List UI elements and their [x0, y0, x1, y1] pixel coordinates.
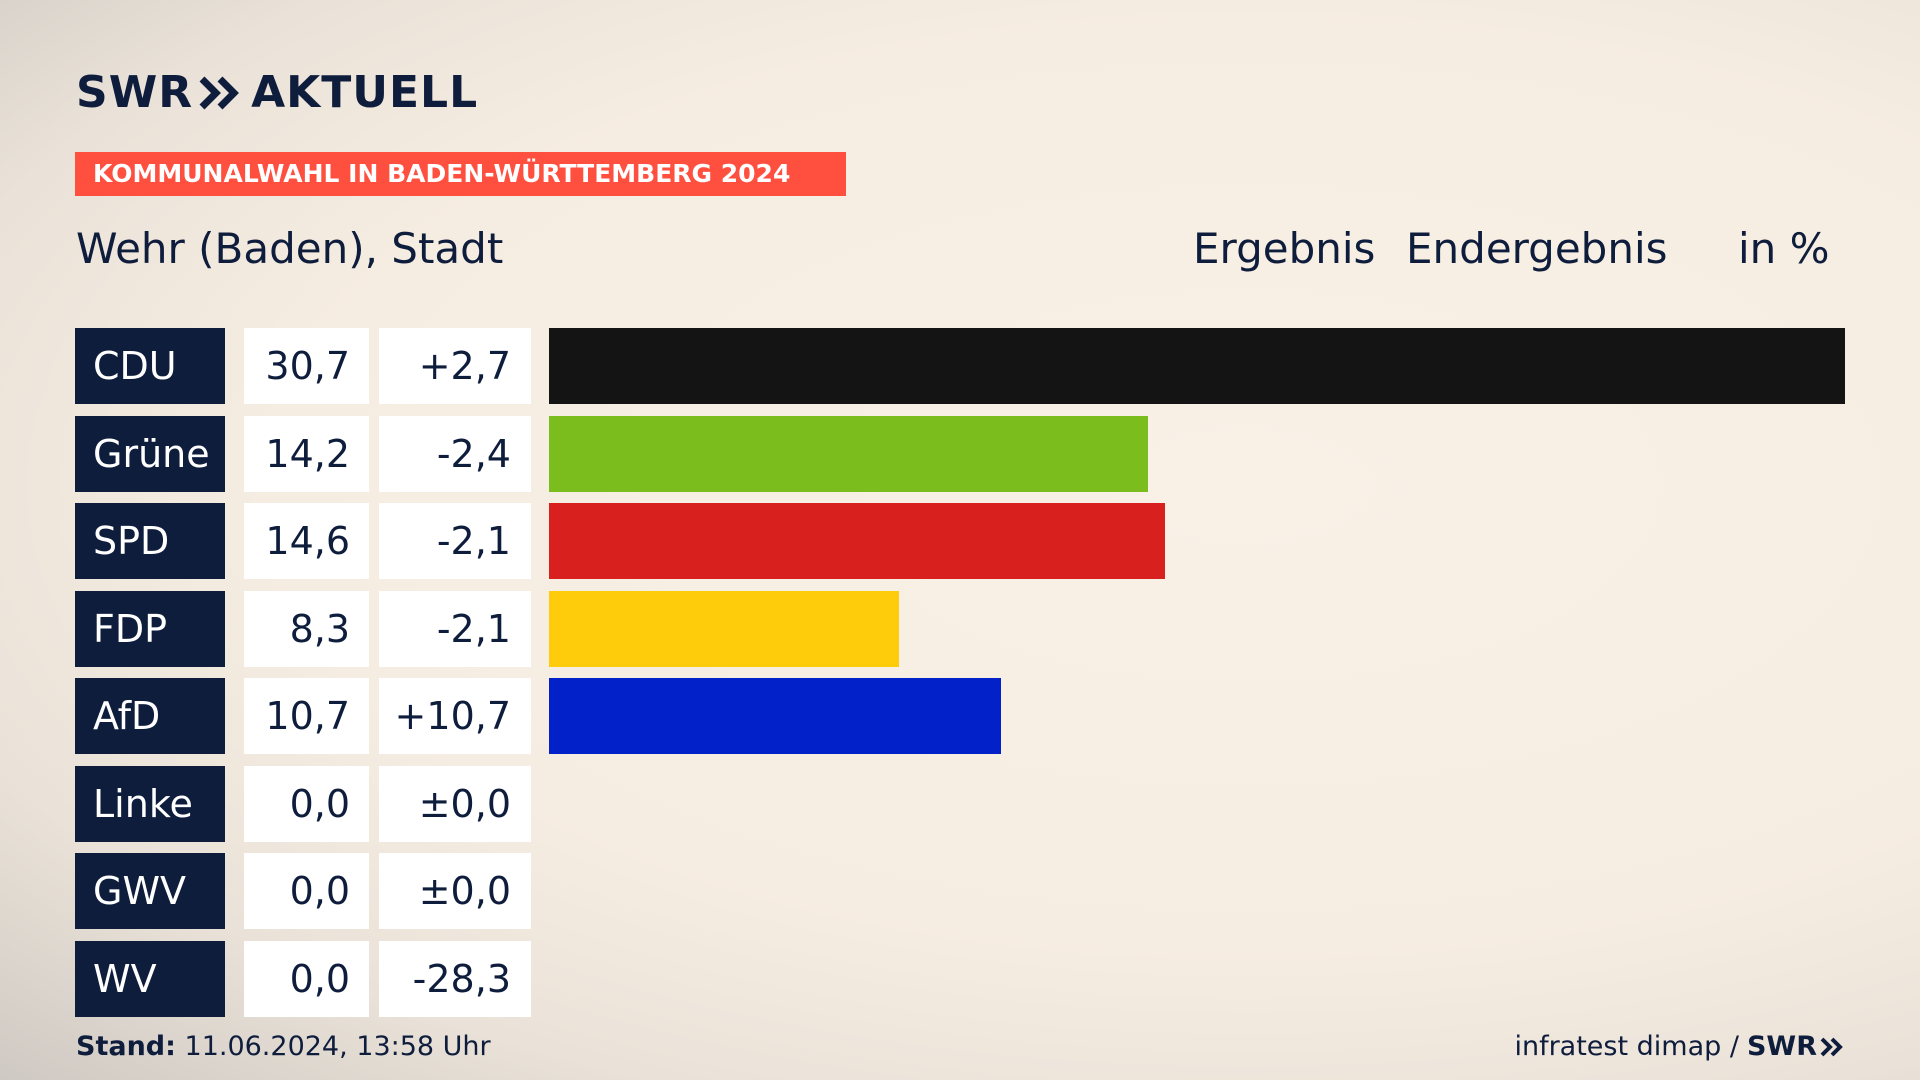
result-value: 30,7 — [244, 328, 369, 404]
change-value: -28,3 — [379, 940, 531, 1017]
election-banner: KOMMUNALWAHL IN BADEN-WÜRTTEMBERG 2024 — [75, 152, 846, 196]
double-chevron-right-icon — [199, 76, 240, 110]
stand-value: 11.06.2024, 13:58 Uhr — [184, 1031, 491, 1062]
swr-aktuell-logo: SWR AKTUELL — [76, 70, 478, 116]
change-value: -2,4 — [379, 415, 531, 492]
change-value: -2,1 — [379, 503, 531, 579]
party-label: AfD — [75, 678, 225, 754]
timestamp: Stand: 11.06.2024, 13:58 Uhr — [76, 1030, 491, 1064]
result-row: GWV 0,0 ±0,0 — [0, 853, 1920, 929]
header-unit-label: in % — [1738, 224, 1830, 273]
result-row: FDP 8,3 -2,1 — [0, 590, 1920, 667]
logo-aktuell-text: AKTUELL — [251, 67, 479, 118]
result-bar — [549, 415, 1148, 492]
result-value: 10,7 — [244, 678, 369, 754]
change-value: +10,7 — [379, 678, 531, 754]
party-label: GWV — [75, 853, 225, 929]
result-value: 14,2 — [244, 415, 369, 492]
result-value: 0,0 — [244, 853, 369, 929]
result-value: 14,6 — [244, 503, 369, 579]
source-text: infratest dimap / — [1514, 1031, 1739, 1062]
result-row: WV 0,0 -28,3 — [0, 940, 1920, 1017]
result-row: SPD 14,6 -2,1 — [0, 503, 1920, 579]
result-bar — [549, 590, 899, 667]
result-bar — [549, 503, 1165, 579]
party-label: SPD — [75, 503, 225, 579]
change-value: +2,7 — [379, 328, 531, 404]
result-value: 8,3 — [244, 590, 369, 667]
stand-label: Stand: — [76, 1031, 176, 1062]
source-brand: SWR — [1747, 1030, 1844, 1064]
source-credit: infratest dimap / SWR — [1514, 1030, 1844, 1064]
change-value: ±0,0 — [379, 853, 531, 929]
result-value: 0,0 — [244, 765, 369, 842]
result-row: Linke 0,0 ±0,0 — [0, 765, 1920, 842]
party-label: Linke — [75, 765, 225, 842]
result-bar — [549, 328, 1845, 404]
change-value: ±0,0 — [379, 765, 531, 842]
party-label: WV — [75, 940, 225, 1017]
header-status-label: Endergebnis — [1406, 224, 1668, 273]
result-row: Grüne 14,2 -2,4 — [0, 415, 1920, 492]
party-label: Grüne — [75, 415, 225, 492]
result-value: 0,0 — [244, 940, 369, 1017]
result-row: AfD 10,7 +10,7 — [0, 678, 1920, 754]
change-value: -2,1 — [379, 590, 531, 667]
source-brand-text: SWR — [1746, 1031, 1817, 1062]
logo-swr-text: SWR — [76, 67, 194, 118]
place-title: Wehr (Baden), Stadt — [76, 224, 504, 273]
result-bar — [549, 678, 1001, 754]
result-row: CDU 30,7 +2,7 — [0, 328, 1920, 404]
party-label: FDP — [75, 590, 225, 667]
header-result-label: Ergebnis — [1193, 224, 1376, 273]
double-chevron-right-icon — [1820, 1037, 1843, 1057]
party-label: CDU — [75, 328, 225, 404]
